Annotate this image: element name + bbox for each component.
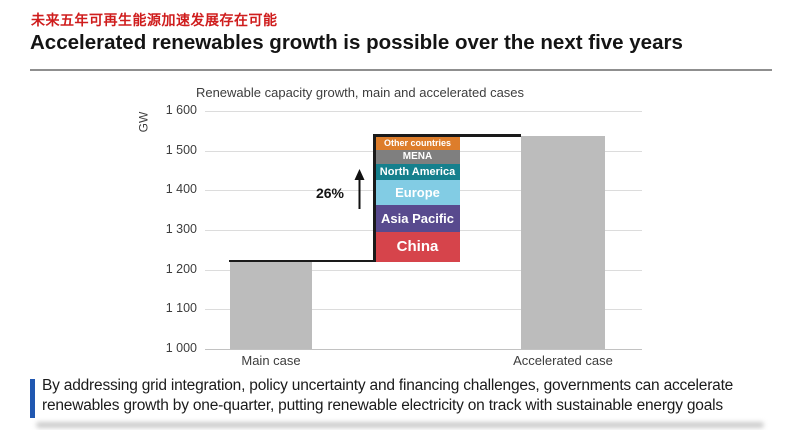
- gridline-1200: [205, 269, 642, 271]
- segment-europe: Europe: [375, 180, 460, 206]
- gridline-1600: [205, 111, 642, 112]
- y-tick-1400: 1 400: [165, 182, 197, 197]
- segment-mena: MENA: [375, 149, 460, 164]
- footnote-accent-bar: [30, 379, 35, 418]
- y-tick-1600: 1 600: [165, 103, 197, 117]
- y-tick-1200: 1 200: [165, 261, 197, 276]
- title-divider: [30, 69, 772, 71]
- x-label-accelerated-case: Accelerated case: [513, 353, 613, 368]
- chinese-subtitle: 未来五年可再生能源加速发展存在可能: [31, 12, 278, 28]
- main-case-bar: [230, 261, 312, 349]
- step-line-main-top: [229, 259, 376, 263]
- gridline-1100: [205, 309, 642, 311]
- y-tick-1100: 1 100: [165, 301, 197, 316]
- up-arrow-icon: [352, 169, 367, 216]
- y-tick-1300: 1 300: [165, 222, 197, 236]
- step-line-stack-left: [373, 134, 376, 262]
- bottom-shadow: [36, 422, 764, 428]
- page-title: Accelerated renewables growth is possibl…: [30, 31, 683, 54]
- segment-asia-pacific: Asia Pacific: [375, 205, 460, 232]
- segment-other-countries: Other countries: [375, 136, 460, 150]
- x-label-main-case: Main case: [241, 353, 301, 368]
- step-line-stack-top: [373, 134, 521, 137]
- y-tick-1500: 1 500: [165, 142, 197, 157]
- segment-china: China: [375, 231, 460, 262]
- y-tick-1000: 1 000: [165, 341, 197, 355]
- accelerated-case-bar: [521, 136, 605, 349]
- gridline-1000: [205, 349, 642, 350]
- segment-north-america: North America: [375, 163, 460, 180]
- footnote-text: By addressing grid integration, policy u…: [42, 377, 734, 415]
- chart-title: Renewable capacity growth, main and acce…: [195, 85, 525, 100]
- growth-percent-label: 26%: [315, 185, 344, 201]
